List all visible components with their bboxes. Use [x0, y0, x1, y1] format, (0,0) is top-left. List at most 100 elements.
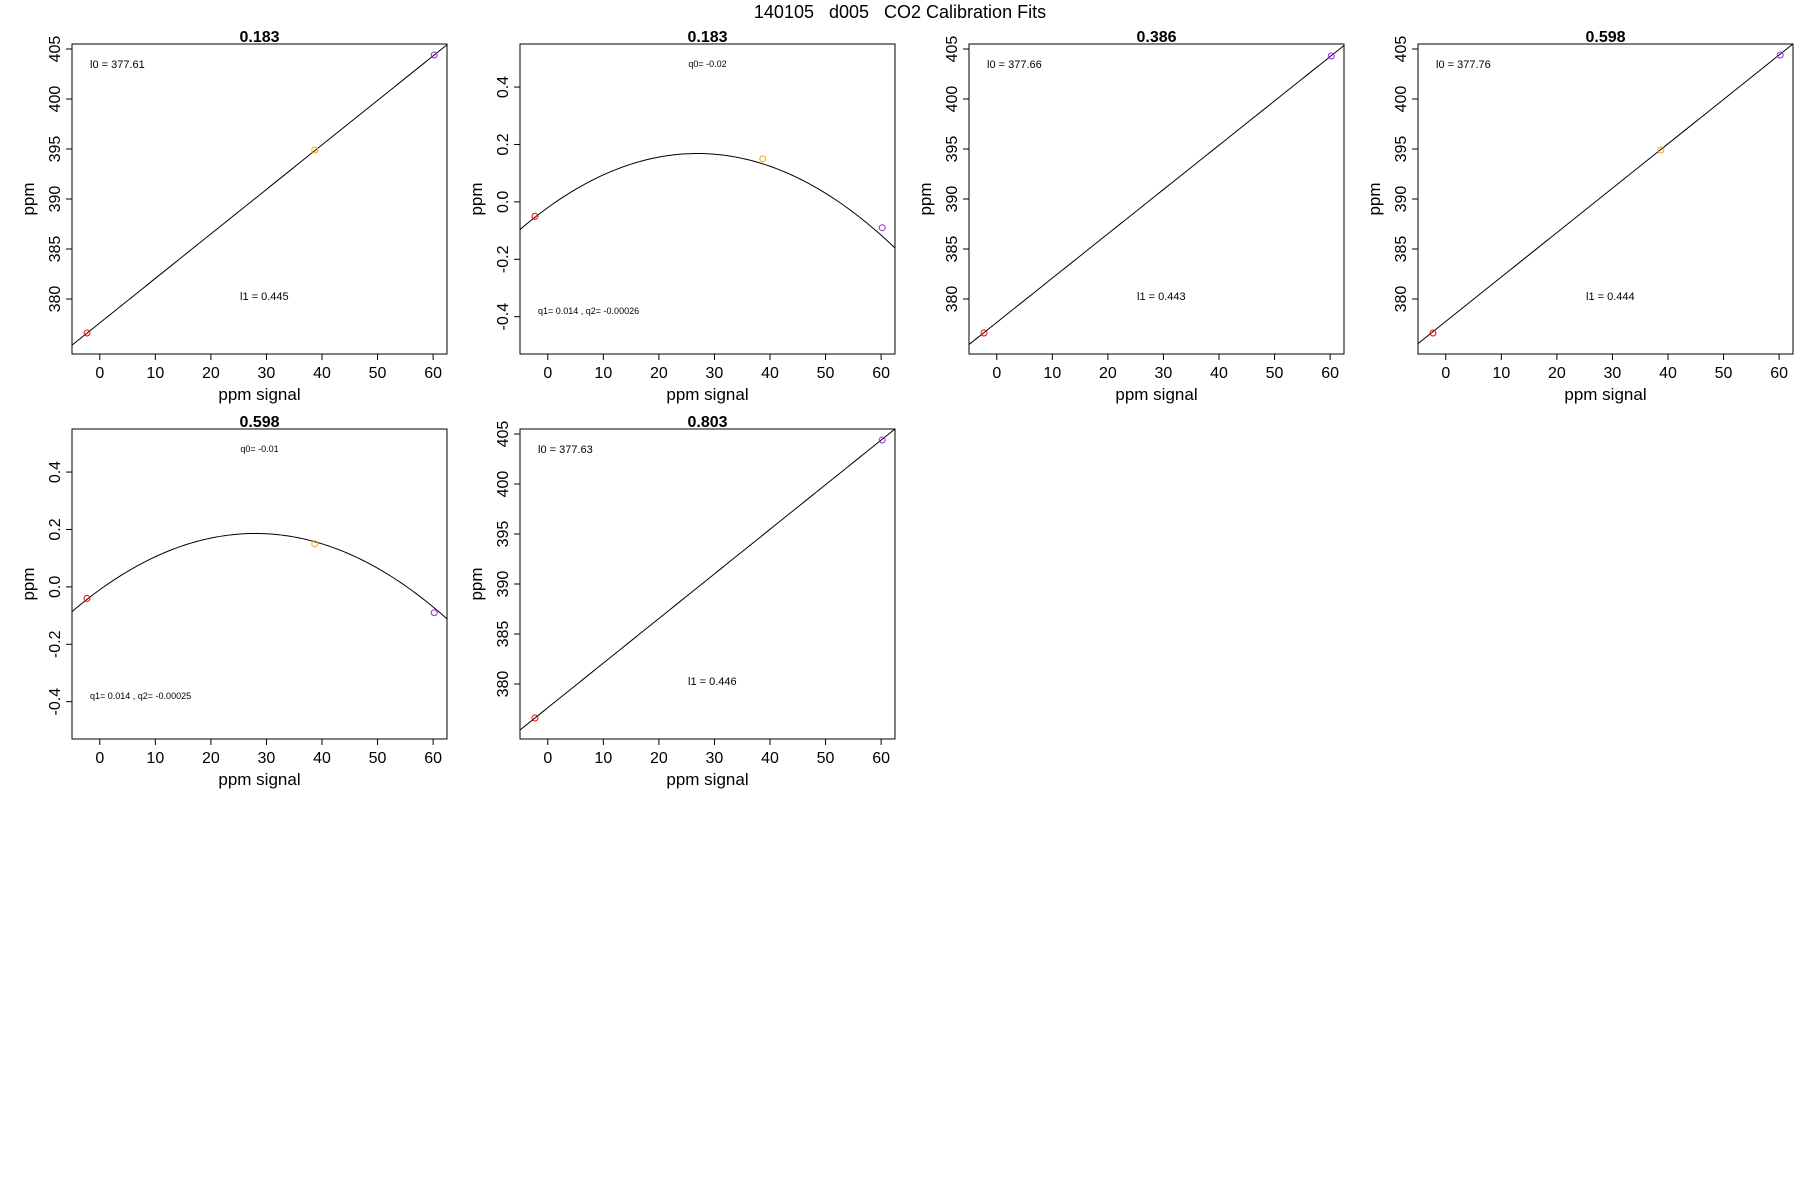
x-tick-label: 10: [594, 750, 612, 767]
annotation-q1-q2: q1= 0.014 , q2= -0.00025: [90, 691, 191, 701]
panel-title: 0.598: [1585, 29, 1625, 46]
y-tick-label: 405: [1393, 36, 1410, 63]
annotation-l0: l0 = 377.66: [987, 59, 1042, 71]
x-tick-label: 20: [1099, 365, 1117, 382]
data-point-1: [83, 329, 91, 337]
y-tick-label: 390: [1393, 186, 1410, 213]
x-tick-label: 40: [313, 365, 331, 382]
fit-curve: [520, 153, 895, 249]
y-tick-label: -0.4: [495, 303, 512, 331]
y-tick-label: 380: [47, 286, 64, 313]
x-tick-label: 40: [761, 750, 779, 767]
data-point-3: [430, 51, 438, 59]
y-tick-label: 400: [495, 471, 512, 498]
data-point-1: [531, 714, 539, 722]
y-tick-label: 405: [495, 421, 512, 448]
x-tick-label: 0: [992, 365, 1001, 382]
x-tick-label: 60: [1770, 365, 1788, 382]
y-tick-label: 0.4: [495, 76, 512, 98]
annotation-l1: l1 = 0.444: [1586, 291, 1635, 303]
y-tick-label: 385: [495, 621, 512, 648]
data-point-2: [311, 540, 319, 548]
fit-curve: [520, 429, 895, 731]
x-tick-label: 50: [369, 750, 387, 767]
x-tick-label: 10: [1043, 365, 1061, 382]
chart-panel-4: 0.598 0 10 20 30 40 50 60 380 385 390 395 400 405 ppm …: [1365, 29, 1794, 404]
annotation-l1: l1 = 0.445: [240, 291, 289, 303]
plot-frame: [1417, 43, 1794, 355]
y-tick-label: -0.2: [495, 245, 512, 273]
x-tick-label: 20: [202, 365, 220, 382]
fit-curve: [969, 45, 1344, 345]
chart-panel-3: 0.386 0 10 20 30 40 50 60 380 385 390 395 400 405 ppm …: [916, 29, 1345, 404]
x-tick-label: 0: [543, 365, 552, 382]
x-tick-label: 30: [1155, 365, 1173, 382]
annotation-l1: l1 = 0.446: [688, 676, 737, 688]
x-axis-label: ppm signal: [1115, 385, 1197, 404]
x-tick-label: 40: [761, 365, 779, 382]
x-tick-label: 50: [1266, 365, 1284, 382]
panel-title: 0.598: [239, 414, 279, 431]
x-tick-label: 50: [1715, 365, 1733, 382]
y-tick-label: 385: [47, 236, 64, 263]
x-tick-label: 60: [872, 365, 890, 382]
y-tick-label: 395: [495, 521, 512, 548]
x-tick-label: 50: [369, 365, 387, 382]
annotation-q0: q0= -0.02: [688, 59, 726, 69]
y-tick-label: 390: [47, 186, 64, 213]
x-tick-label: 40: [313, 750, 331, 767]
y-tick-label: 0.2: [495, 133, 512, 155]
x-tick-label: 60: [872, 750, 890, 767]
y-tick-label: 380: [495, 671, 512, 698]
x-tick-label: 40: [1659, 365, 1677, 382]
y-tick-label: 400: [1393, 86, 1410, 113]
y-axis-label: ppm: [467, 567, 486, 600]
x-axis-label: ppm signal: [218, 770, 300, 789]
data-point-1: [1429, 329, 1437, 337]
y-tick-label: 380: [944, 286, 961, 313]
y-tick-label: 405: [47, 36, 64, 63]
x-tick-label: 30: [706, 365, 724, 382]
annotation-q1-q2: q1= 0.014 , q2= -0.00026: [538, 306, 639, 316]
panel-title: 0.183: [239, 29, 279, 46]
annotation-l0: l0 = 377.76: [1436, 59, 1491, 71]
data-point-3: [878, 224, 886, 232]
y-tick-label: 0.2: [47, 518, 64, 540]
data-point-1: [83, 594, 91, 602]
fit-curve: [72, 532, 447, 620]
fit-curve: [1418, 44, 1793, 344]
plot-frame: [71, 43, 448, 355]
plot-frame: [519, 43, 896, 355]
plot-frame: [519, 428, 896, 740]
x-tick-label: 10: [1492, 365, 1510, 382]
x-tick-label: 0: [95, 365, 104, 382]
x-tick-label: 30: [258, 750, 276, 767]
panel-title: 0.803: [687, 414, 727, 431]
y-tick-label: 0.0: [495, 191, 512, 213]
y-tick-label: -0.4: [47, 688, 64, 716]
y-tick-label: 395: [1393, 136, 1410, 163]
y-tick-label: 0.4: [47, 461, 64, 483]
y-axis-label: ppm: [916, 182, 935, 215]
chart-panel-6: 0.803 0 10 20 30 40 50 60 380 385 390 395 400 405 ppm …: [467, 414, 896, 789]
x-tick-label: 0: [543, 750, 552, 767]
y-tick-label: 395: [944, 136, 961, 163]
chart-panel-1: 0.183 0 10 20 30 40 50 60 380 385 390 395 400 405 ppm …: [19, 29, 448, 404]
x-tick-label: 10: [146, 750, 164, 767]
x-tick-label: 50: [817, 365, 835, 382]
x-tick-label: 20: [202, 750, 220, 767]
x-tick-label: 60: [424, 750, 442, 767]
y-axis-label: ppm: [19, 182, 38, 215]
x-tick-label: 60: [424, 365, 442, 382]
data-point-2: [759, 155, 767, 163]
plot-frame: [71, 428, 448, 740]
x-tick-label: 20: [1548, 365, 1566, 382]
y-tick-label: -0.2: [47, 630, 64, 658]
y-tick-label: 385: [1393, 236, 1410, 263]
y-tick-label: 380: [1393, 286, 1410, 313]
data-point-1: [980, 329, 988, 337]
data-point-1: [531, 212, 539, 220]
x-tick-label: 30: [1604, 365, 1622, 382]
x-tick-label: 60: [1321, 365, 1339, 382]
